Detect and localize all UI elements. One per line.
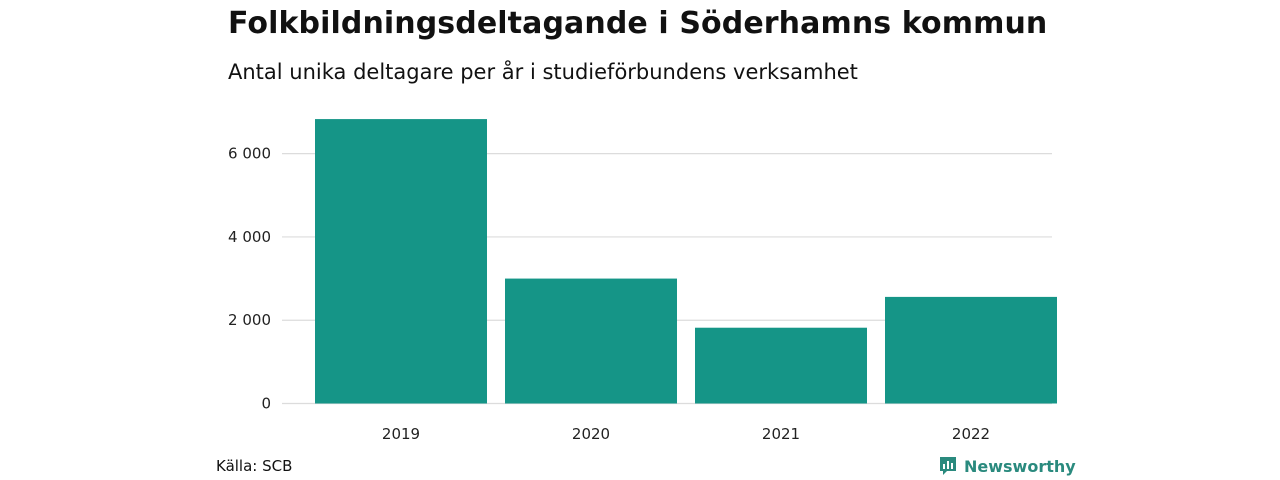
- bar-2020: [505, 278, 677, 404]
- x-tick-label: 2019: [382, 425, 420, 443]
- y-axis-ticks: 0 2 000 4 000 6 000: [228, 145, 271, 413]
- chart-subtitle: Antal unika deltagare per år i studieför…: [228, 60, 858, 84]
- bar-2022: [885, 296, 1057, 404]
- chart-title: Folkbildningsdeltagande i Söderhamns kom…: [228, 6, 1048, 41]
- x-tick-label: 2022: [952, 425, 990, 443]
- newsworthy-logo-icon: [940, 457, 956, 475]
- y-tick-label: 6 000: [228, 145, 271, 163]
- brand-name: Newsworthy: [964, 456, 1076, 476]
- bars: [315, 119, 1057, 404]
- source-credit: Källa: SCB: [216, 457, 293, 475]
- brand-logo: Newsworthy: [938, 455, 1076, 477]
- bar-2021: [695, 327, 867, 404]
- x-tick-label: 2020: [572, 425, 610, 443]
- bar-2019: [315, 119, 487, 404]
- y-tick-label: 4 000: [228, 228, 271, 246]
- y-tick-label: 0: [261, 395, 271, 413]
- y-tick-label: 2 000: [228, 311, 271, 329]
- x-tick-label: 2021: [762, 425, 800, 443]
- x-axis-ticks: 2019 2020 2021 2022: [382, 425, 990, 443]
